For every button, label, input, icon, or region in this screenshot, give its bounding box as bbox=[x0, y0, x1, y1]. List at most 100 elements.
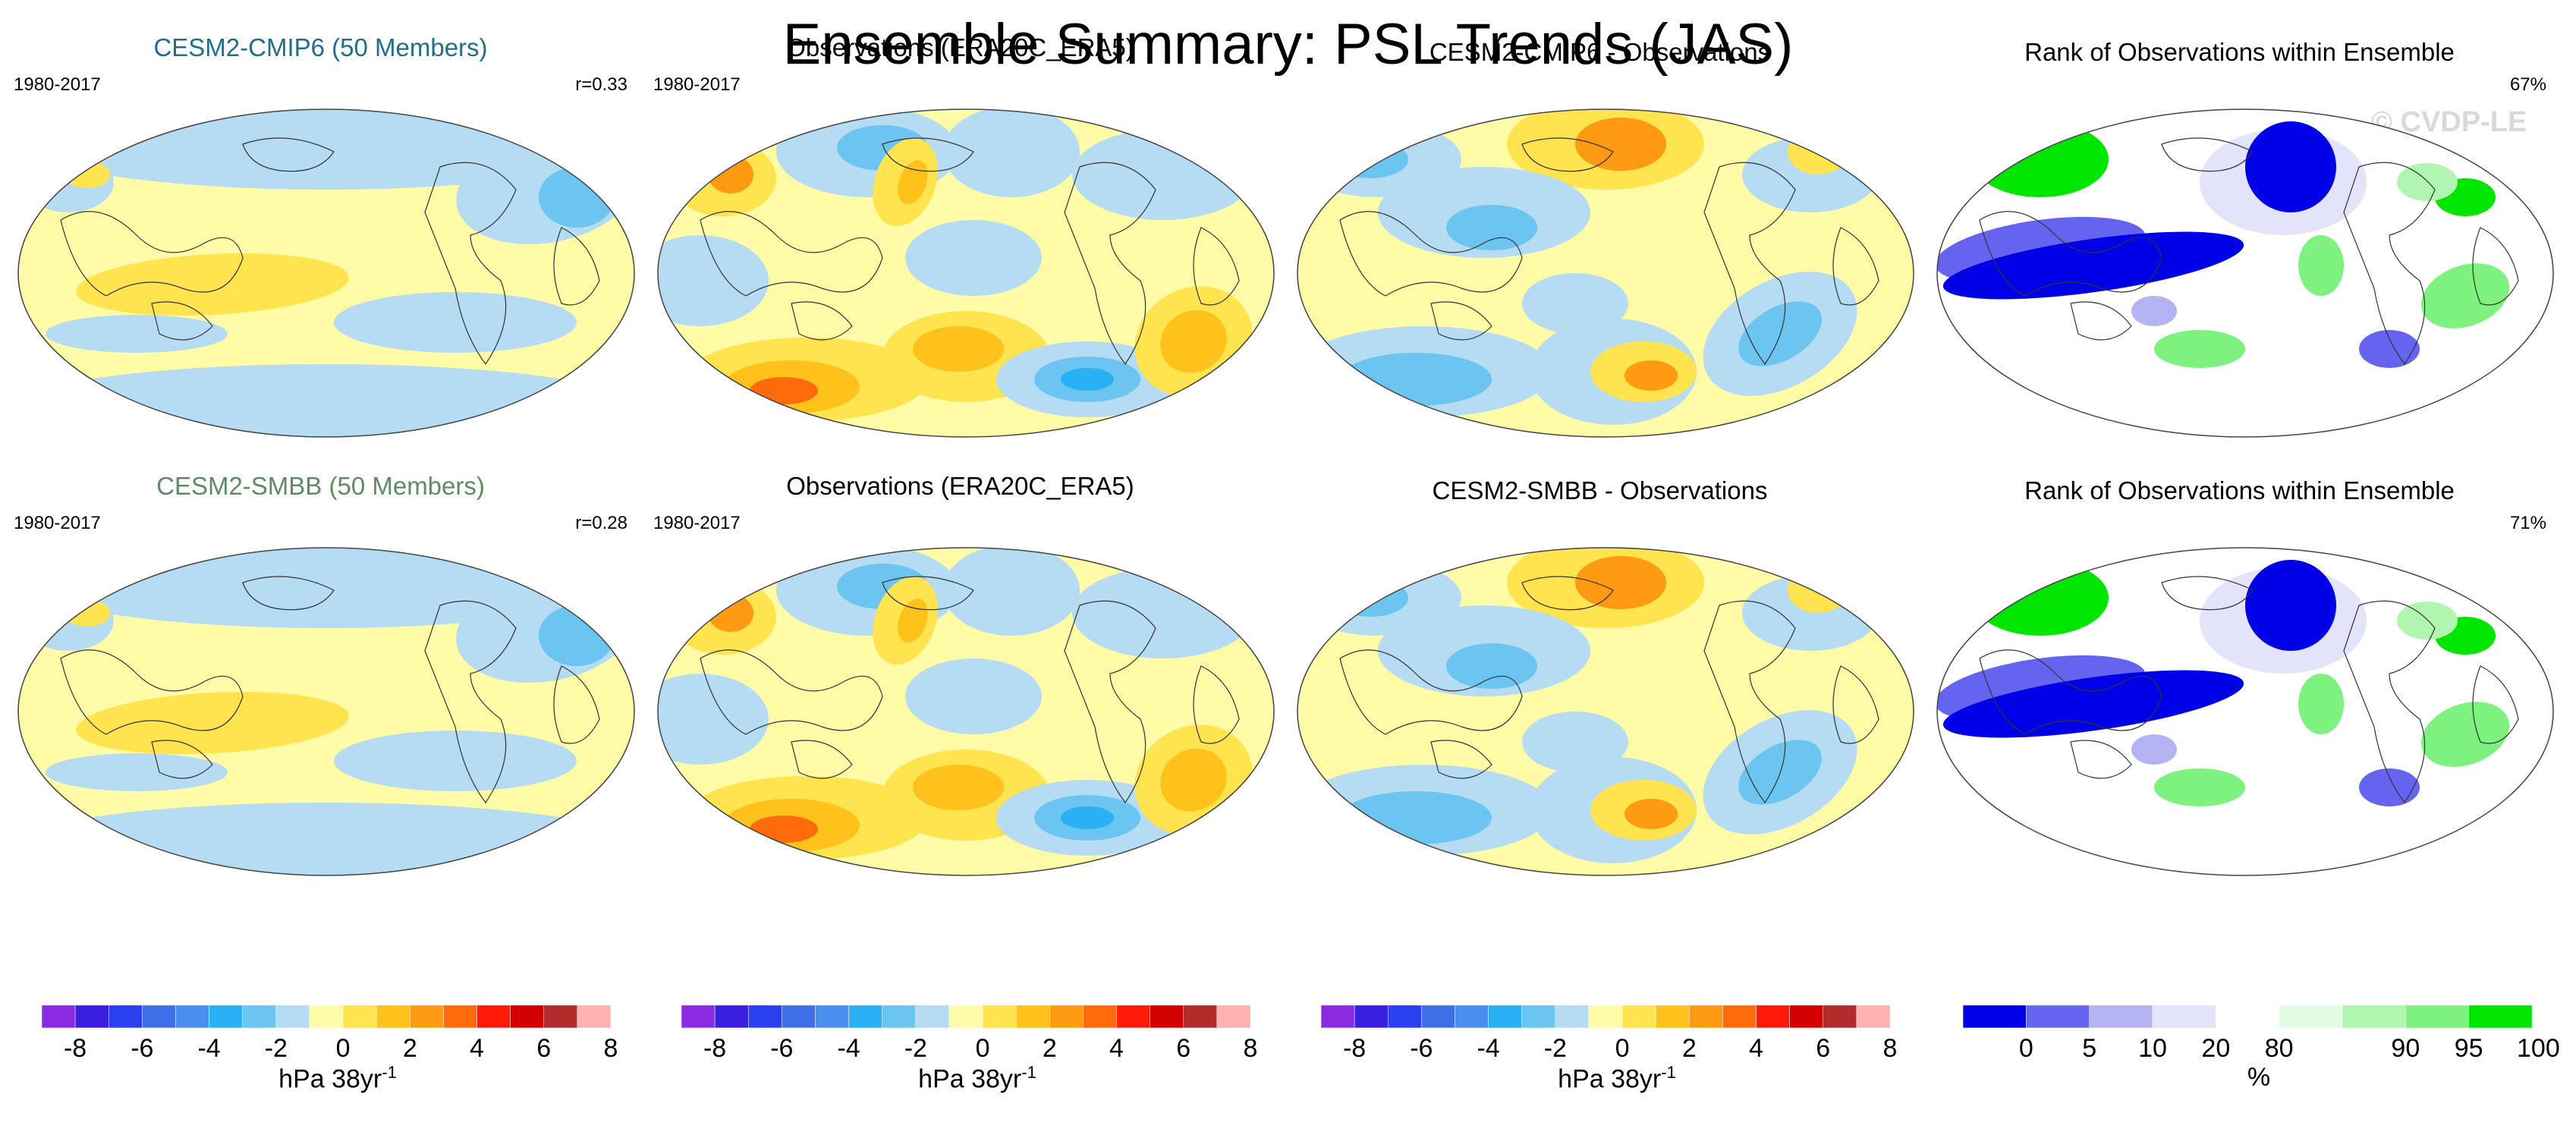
colorbar-swatch bbox=[915, 1005, 950, 1029]
contour-region bbox=[1061, 806, 1114, 829]
colorbar-swatch bbox=[1083, 1005, 1117, 1029]
panel-period-label: 1980-2017 bbox=[14, 74, 101, 95]
colorbar-swatch bbox=[1789, 1005, 1824, 1029]
colorbar-swatches bbox=[1321, 1005, 1891, 1029]
map-panel: Rank of Observations within Ensemble 67% bbox=[1919, 30, 2560, 455]
contour-region bbox=[1332, 579, 1408, 617]
colorbar-swatch bbox=[2279, 1005, 2343, 1029]
contour-region bbox=[2154, 330, 2245, 368]
contour-region bbox=[943, 548, 1080, 636]
contour-region bbox=[905, 658, 1042, 734]
colorbar-swatch bbox=[1116, 1005, 1150, 1029]
colorbar-swatch bbox=[1756, 1005, 1790, 1029]
colorbar-tick-label: -4 bbox=[837, 1034, 860, 1063]
contour-region bbox=[1575, 556, 1666, 609]
map-panel: Rank of Observations within Ensemble 71% bbox=[1919, 469, 2560, 894]
panel-title: CESM2-SMBB (50 Members) bbox=[156, 472, 485, 500]
colorbar-swatch bbox=[42, 1005, 76, 1029]
colorbar-swatch bbox=[108, 1005, 143, 1029]
contour-region bbox=[334, 292, 577, 353]
colorbar-tick-label: -6 bbox=[770, 1034, 794, 1063]
colorbar-tick-label: -8 bbox=[63, 1034, 87, 1063]
colorbar-tick-label: 2 bbox=[1042, 1034, 1057, 1063]
world-map bbox=[1297, 547, 1914, 876]
coastline bbox=[1339, 137, 1879, 366]
colorbar-swatch bbox=[309, 1005, 344, 1029]
map-panel: Observations (ERA20C_ERA5) 1980-2017 bbox=[640, 469, 1281, 894]
contour-region bbox=[539, 167, 615, 228]
colorbar-tick-label: -6 bbox=[131, 1034, 154, 1063]
colorbar-swatch bbox=[1963, 1005, 2027, 1029]
colorbar-swatch bbox=[1823, 1005, 1857, 1029]
coastline bbox=[1979, 576, 2519, 804]
colorbar-tick-label: -4 bbox=[197, 1034, 221, 1063]
panel-title: Rank of Observations within Ensemble bbox=[2024, 38, 2455, 66]
colorbar-unit-text: % bbox=[2247, 1063, 2271, 1092]
colorbar-swatch bbox=[782, 1005, 816, 1029]
coastline bbox=[1339, 576, 1879, 804]
panel-title: Rank of Observations within Ensemble bbox=[2024, 476, 2455, 504]
colorbar-tick-label: 2 bbox=[402, 1034, 417, 1063]
panel-stat-label: 67% bbox=[2509, 74, 2546, 95]
colorbar-swatch bbox=[342, 1005, 377, 1029]
contour-region bbox=[64, 599, 110, 627]
contour-region bbox=[1788, 567, 1848, 613]
contour-fill-layer bbox=[1937, 121, 2510, 368]
colorbar-swatch bbox=[477, 1005, 511, 1029]
contour-region bbox=[658, 235, 769, 326]
colorbar: -8 -6 -4 -2 0 2 4 6 8 hPa 38yr-1 bbox=[42, 1005, 634, 1119]
colorbar-unit-label: % bbox=[1963, 1063, 2555, 1092]
coastline bbox=[700, 576, 1240, 804]
colorbar-tick-label: -8 bbox=[1342, 1034, 1367, 1063]
map-outline bbox=[1297, 108, 1914, 438]
colorbar-unit-text: hPa 38yr bbox=[1558, 1064, 1662, 1094]
colorbar-swatch bbox=[209, 1005, 243, 1029]
colorbar-tick-label: 5 bbox=[2082, 1034, 2097, 1063]
colorbar-unit-label: hPa 38yr-1 bbox=[42, 1063, 634, 1094]
contour-region bbox=[1340, 791, 1492, 844]
contour-region bbox=[708, 156, 753, 193]
colorbar-swatch bbox=[242, 1005, 277, 1029]
colorbar: 0 5 10 20 80 90 95 100% bbox=[1963, 1005, 2560, 1119]
contour-region bbox=[1788, 129, 1848, 174]
colorbar-tick-label: -6 bbox=[1410, 1034, 1433, 1063]
world-map bbox=[1936, 547, 2554, 876]
contour-region bbox=[750, 815, 818, 843]
panel-stat-label: 71% bbox=[2509, 513, 2546, 533]
colorbar-swatch bbox=[1521, 1005, 1556, 1029]
colorbar-tick-label: 8 bbox=[603, 1034, 618, 1063]
panel-period-label: 1980-2017 bbox=[653, 513, 741, 533]
colorbar-unit-label: hPa 38yr-1 bbox=[681, 1063, 1273, 1094]
colorbar-swatch bbox=[376, 1005, 410, 1029]
colorbar-swatch bbox=[815, 1005, 849, 1029]
contour-region bbox=[943, 109, 1080, 197]
colorbar-tick-label: 4 bbox=[470, 1034, 484, 1063]
contour-region bbox=[76, 691, 349, 755]
world-map bbox=[1297, 108, 1914, 438]
colorbar-tick-label: 6 bbox=[1816, 1034, 1831, 1063]
contour-region bbox=[1332, 140, 1408, 178]
panel-title: CESM2-CMIP6 - Observations bbox=[1429, 38, 1771, 66]
contour-region bbox=[1160, 748, 1227, 812]
contour-region bbox=[750, 377, 818, 404]
colorbar-tick-label: -2 bbox=[1543, 1034, 1567, 1063]
colorbar-tick-label: -2 bbox=[264, 1034, 288, 1063]
colorbar-swatch bbox=[443, 1005, 477, 1029]
contour-region bbox=[658, 674, 769, 765]
page-title: Ensemble Summary: PSL Trends (JAS) bbox=[782, 12, 1794, 77]
colorbar-swatch bbox=[1488, 1005, 1522, 1029]
colorbar-swatches bbox=[681, 1005, 1251, 1029]
colorbar-tick-label: 20 bbox=[2201, 1034, 2231, 1063]
contour-region bbox=[1522, 712, 1628, 772]
colorbar-tick-label: 0 bbox=[335, 1034, 351, 1063]
panel-title: CESM2-SMBB - Observations bbox=[1432, 476, 1768, 504]
contour-region bbox=[905, 220, 1042, 296]
colorbar-swatch bbox=[1150, 1005, 1184, 1029]
map-panel: CESM2-SMBB - Observations bbox=[1279, 469, 1920, 894]
map-panel: CESM2-CMIP6 (50 Members) 1980-2017 r=0.33 bbox=[0, 30, 641, 455]
world-map bbox=[657, 547, 1275, 876]
map-outline bbox=[657, 547, 1275, 876]
colorbar-swatch bbox=[1387, 1005, 1422, 1029]
contour-region bbox=[1742, 575, 1879, 651]
map-outline bbox=[1936, 108, 2554, 438]
